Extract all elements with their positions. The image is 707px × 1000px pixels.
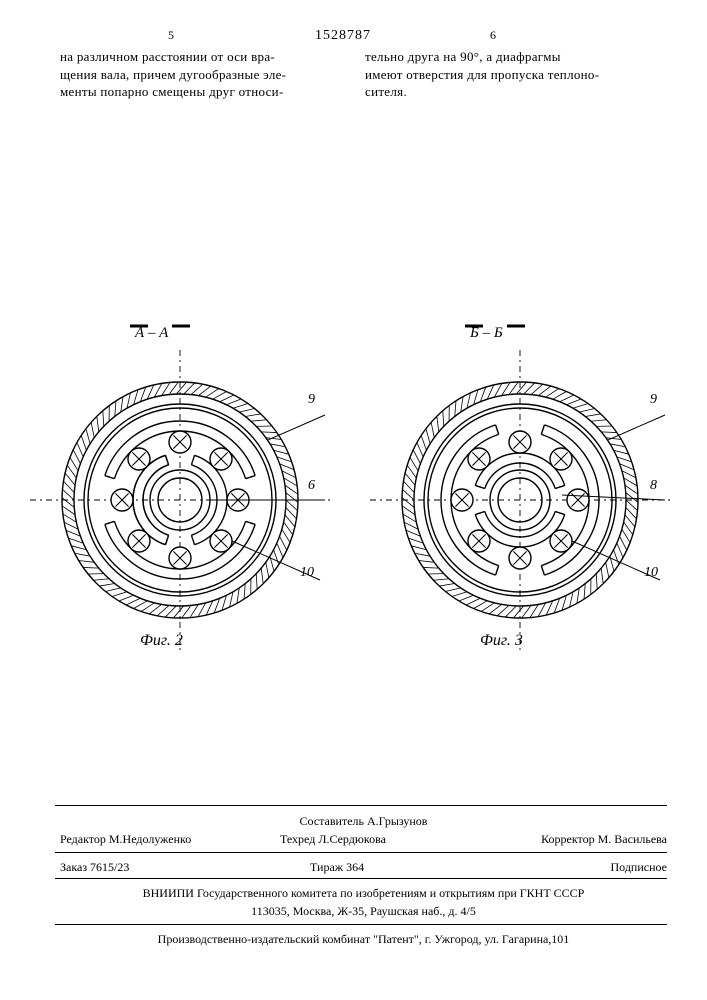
footer-rule-3 — [55, 878, 667, 879]
footer-org1: ВНИИПИ Государственного комитета по изоб… — [60, 884, 667, 902]
footer-tirage: Тираж 364 — [310, 858, 364, 876]
body-text-left: на различном расстоянии от оси вра- щени… — [60, 48, 320, 101]
footer-rule-4 — [55, 924, 667, 925]
callout-6-left: 6 — [308, 478, 315, 494]
section-bars — [0, 316, 707, 336]
callout-10-left: 10 — [300, 565, 314, 581]
callout-9-left: 9 — [308, 392, 315, 408]
footer-editor: Редактор М.Недолуженко — [60, 830, 191, 848]
footer-rule-2 — [55, 852, 667, 853]
footer-order: Заказ 7615/23 — [60, 858, 129, 876]
body-text-right: тельно друга на 90°, а диафрагмы имеют о… — [365, 48, 645, 101]
footer-rule-1 — [55, 805, 667, 806]
page-num-right: 6 — [490, 28, 496, 43]
callout-9-right: 9 — [650, 392, 657, 408]
fig3-diagram — [360, 340, 680, 660]
callout-10-right: 10 — [644, 565, 658, 581]
figures-area: А – А Б – Б Фиг. 2 Фиг. 3 9 6 10 9 8 10 — [0, 330, 707, 690]
fig2-label: Фиг. 2 — [140, 632, 183, 650]
footer-compiler: Составитель А.Грызунов — [60, 812, 667, 830]
footer-subscribed: Подписное — [611, 858, 668, 876]
footer-corrector: Корректор М. Васильева — [541, 830, 667, 848]
fig3-label: Фиг. 3 — [480, 632, 523, 650]
footer-addr1: 113035, Москва, Ж-35, Раушская наб., д. … — [60, 902, 667, 920]
doc-number: 1528787 — [315, 28, 371, 44]
page-num-left: 5 — [168, 28, 174, 43]
footer-org2: Производственно-издательский комбинат "П… — [60, 930, 667, 948]
fig2-diagram — [20, 340, 340, 660]
footer-techred: Техред Л.Сердюкова — [280, 830, 386, 848]
footer-row-1: Редактор М.Недолуженко Техред Л.Сердюков… — [60, 830, 667, 848]
footer-row-2: Заказ 7615/23 Тираж 364 Подписное — [60, 858, 667, 876]
callout-8-right: 8 — [650, 478, 657, 494]
page: 5 1528787 6 на различном расстоянии от о… — [0, 0, 707, 1000]
